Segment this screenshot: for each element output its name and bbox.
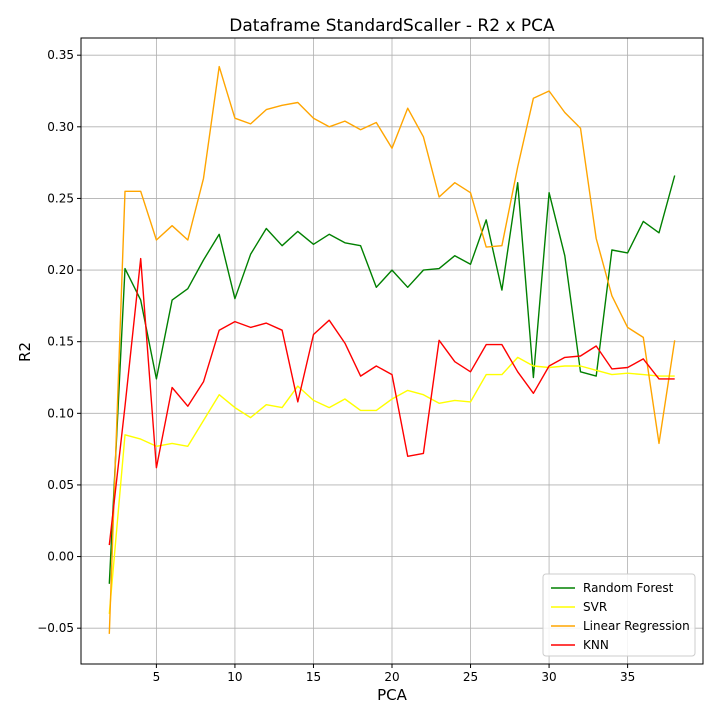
series-line-random-forest [108,175,676,584]
y-tick-label: 0.30 [47,120,74,134]
series-line-knn [108,257,675,546]
x-axis-label: PCA [377,686,408,704]
y-tick-label: 0.25 [47,191,74,205]
series-lines [108,65,676,634]
legend-box [542,573,696,657]
legend-label: KNN [583,638,609,652]
x-tick-label: 20 [384,670,399,684]
y-tick-label: 0.10 [47,406,74,420]
axis-ticks: 5 10 15 20 25 30 35 −0.05 0.00 0.05 0.10 0.15 0.20 0.… [37,48,635,684]
y-tick-label: 0.20 [47,263,74,277]
x-tick-label: 5 [153,670,161,684]
y-tick-label: −0.05 [37,621,74,635]
legend: Random Forest SVR Linear Regression KNN [542,573,696,657]
x-tick-label: 10 [227,670,242,684]
x-tick-label: 30 [541,670,556,684]
series-line-svr [108,356,675,614]
y-tick-label: 0.05 [47,478,74,492]
legend-label: SVR [583,600,607,614]
x-tick-label: 15 [306,670,321,684]
legend-label: Random Forest [583,581,674,595]
x-tick-label: 25 [463,670,478,684]
series-line-linear-regression [108,65,676,634]
grid-lines [81,38,703,664]
y-tick-label: 0.00 [47,550,74,564]
x-tick-label: 35 [620,670,635,684]
chart-title: Dataframe StandardScaller - R2 x PCA [229,16,555,36]
legend-label: Linear Regression [583,619,690,633]
y-tick-label: 0.15 [47,335,74,349]
y-tick-label: 0.35 [47,48,74,62]
y-axis-label: R2 [16,342,34,362]
